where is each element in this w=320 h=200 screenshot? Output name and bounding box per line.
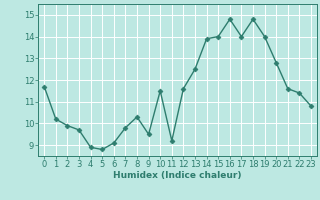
X-axis label: Humidex (Indice chaleur): Humidex (Indice chaleur) xyxy=(113,171,242,180)
